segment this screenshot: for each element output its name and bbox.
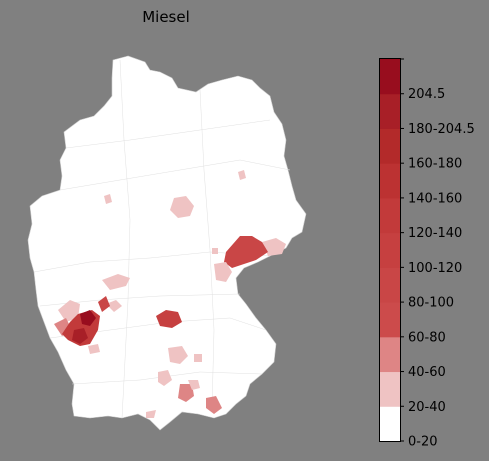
region-bavaria-central [158,370,172,386]
legend-label-100-120: 100-120 [408,261,462,276]
region-bavaria-south-west [146,410,156,418]
region-small-spot [212,248,218,254]
region-palatinate-core-2 [72,328,88,344]
region-leipzig-area [238,170,246,180]
region-bavaria-south [178,384,194,402]
legend-label-180-204.5: 180-204.5 [408,122,475,137]
region-north-west-small [104,194,112,204]
legend-label-0-20: 0-20 [408,435,438,450]
legend-swatch-120-140 [380,197,400,234]
region-bavaria-south-inner [188,380,200,390]
region-franconia [156,310,182,328]
legend-label-80-100: 80-100 [408,296,454,311]
region-bavaria-south-east [206,396,222,414]
region-thuringia-south [214,262,232,282]
legend-swatch-40-60 [380,336,400,373]
legend-swatch-140-160 [380,163,400,199]
region-palatinate-core [80,310,96,326]
legend-label-160-180: 160-180 [408,157,462,172]
region-central-east [170,196,194,218]
region-hesse-south [102,274,130,290]
legend-swatch-160-180 [380,128,400,164]
legend-label-40-60: 40-60 [408,365,446,380]
region-hesse-west [106,300,122,312]
legend-frame [379,58,401,442]
legend-swatch-80-100 [380,267,400,303]
legend-swatch-0-20 [380,406,400,442]
legend-label-204.5: 204.5 [408,87,445,102]
region-palatinate-outer [58,300,80,322]
legend-label-140-160: 140-160 [408,191,462,206]
legend-ticks: 0-20 20-40 40-60 60-80 80-100 100-120 120-140 1… [400,58,475,450]
legend-swatch-60-80 [380,302,400,338]
region-bavaria-small [194,354,202,362]
legend-label-20-40: 20-40 [408,400,446,415]
legend-label-120-140: 120-140 [408,226,462,241]
legend-label-60-80: 60-80 [408,330,446,345]
legend-swatch-100-120 [380,232,400,268]
germany-landmass [27,55,307,431]
legend-swatch-204.5 [380,59,400,95]
region-saxony-east [262,238,286,256]
legend-swatch-180-204.5 [380,93,400,129]
region-bavaria-north-east [168,346,188,364]
map-title: Miesel [142,8,190,26]
region-palatinate-south [88,344,100,354]
legend-bins [380,59,400,442]
region-saxony-central [224,236,268,268]
region-palatinate-east [98,296,110,312]
highlighted-regions [54,170,286,418]
legend-swatch-20-40 [380,371,400,407]
